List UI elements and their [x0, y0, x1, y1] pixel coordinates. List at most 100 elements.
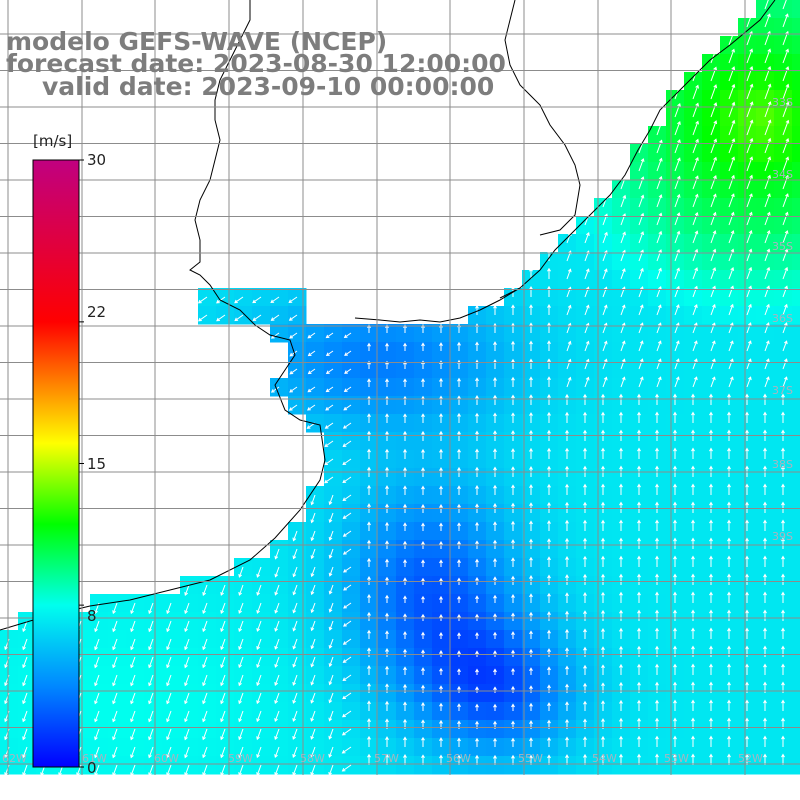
wind-cell: [432, 684, 451, 703]
wind-cell: [594, 720, 613, 739]
wind-cell: [558, 270, 577, 289]
wind-arrow-head: [367, 360, 371, 365]
wind-arrow-head: [601, 537, 605, 542]
wind-cell: [720, 414, 739, 433]
wind-arrow-head: [622, 231, 626, 236]
wind-cell: [450, 648, 469, 667]
wind-cell: [594, 396, 613, 415]
wind-arrow-head: [677, 103, 681, 107]
wind-arrow-head: [328, 644, 333, 649]
wind-cell: [738, 216, 757, 235]
wind-cell: [468, 450, 487, 469]
wind-arrow-head: [781, 735, 785, 740]
wind-cell: [792, 576, 800, 595]
wind-arrow: [728, 157, 735, 172]
wind-arrow: [692, 176, 699, 190]
wind-cell: [756, 432, 775, 451]
wind-arrow: [746, 322, 752, 334]
wind-cell: [756, 234, 775, 253]
wind-arrow: [202, 656, 208, 668]
wind-arrow: [342, 476, 352, 483]
wind-arrow-head: [785, 156, 790, 161]
wind-arrow-head: [342, 713, 346, 718]
wind-arrow: [308, 368, 316, 375]
wind-cell: [486, 594, 505, 613]
wind-arrow: [692, 85, 699, 100]
wind-cell: [720, 90, 739, 109]
wind-cell: [432, 648, 451, 667]
wind-arrow-head: [658, 194, 663, 199]
wind-arrow: [620, 177, 626, 190]
wind-arrow-head: [202, 592, 207, 597]
wind-arrow: [94, 620, 100, 632]
wind-arrow-head: [367, 647, 371, 652]
wind-cell: [738, 252, 757, 271]
wind-arrow: [293, 602, 298, 613]
wind-cell: [756, 666, 775, 685]
wind-arrow: [764, 120, 771, 136]
wind-arrow: [638, 323, 644, 334]
wind-cell: [342, 720, 361, 739]
wind-arrow-head: [603, 322, 608, 327]
wind-arrow-head: [367, 735, 371, 740]
wind-cell: [396, 486, 415, 505]
wind-arrow: [220, 638, 226, 650]
wind-arrow-head: [547, 538, 551, 542]
wind-arrow-head: [457, 668, 461, 673]
wind-arrow: [94, 638, 100, 650]
wind-arrow: [782, 49, 789, 64]
wind-arrow-head: [749, 48, 753, 53]
wind-cell: [522, 558, 541, 577]
wind-arrow: [602, 323, 607, 334]
wind-cell: [594, 594, 613, 613]
wind-cell: [378, 594, 397, 613]
wind-arrow-head: [94, 628, 98, 633]
wind-arrow: [256, 656, 262, 668]
wind-cell: [486, 756, 505, 775]
wind-cell: [648, 252, 667, 271]
wind-arrow: [566, 323, 571, 334]
wind-arrow-head: [676, 157, 681, 162]
wind-arrow-head: [748, 13, 753, 18]
wind-arrow-head: [130, 754, 134, 759]
wind-cell: [468, 738, 487, 757]
wind-arrow-head: [694, 230, 699, 235]
wind-cell: [342, 468, 361, 487]
wind-arrow-head: [403, 395, 407, 400]
wind-arrow: [270, 296, 280, 303]
wind-cell: [576, 486, 595, 505]
wind-arrow-head: [730, 211, 735, 216]
wind-arrow: [602, 377, 607, 388]
wind-cell: [540, 648, 559, 667]
wind-arrow-head: [385, 736, 389, 740]
wind-arrow-head: [292, 573, 297, 578]
wind-arrow: [710, 304, 716, 316]
wind-cell: [486, 360, 505, 379]
wind-arrow-head: [421, 577, 425, 582]
wind-cell: [648, 360, 667, 379]
wind-cell: [756, 36, 775, 55]
wind-cell: [576, 738, 595, 757]
wind-cell: [522, 486, 541, 505]
wind-arrow: [202, 638, 208, 650]
wind-cell: [288, 306, 307, 325]
wind-arrow-head: [421, 540, 425, 545]
wind-arrow-head: [693, 322, 698, 327]
wind-cell: [450, 468, 469, 487]
wind-cell: [774, 684, 793, 703]
wind-cell: [324, 432, 343, 451]
wind-arrow-head: [565, 483, 569, 488]
wind-cell: [396, 324, 415, 343]
wind-arrow-head: [637, 645, 641, 650]
wind-arrow-head: [238, 682, 242, 687]
wind-arrow-head: [511, 322, 515, 327]
wind-arrow-head: [711, 376, 716, 381]
wind-arrow-head: [655, 699, 659, 704]
wind-arrow: [746, 157, 753, 172]
wind-arrow-head: [342, 695, 347, 700]
wind-cell: [720, 180, 739, 199]
wind-arrow: [710, 249, 716, 262]
wind-cell: [702, 288, 721, 307]
wind-cell: [792, 612, 800, 631]
wind-arrow: [202, 674, 208, 686]
